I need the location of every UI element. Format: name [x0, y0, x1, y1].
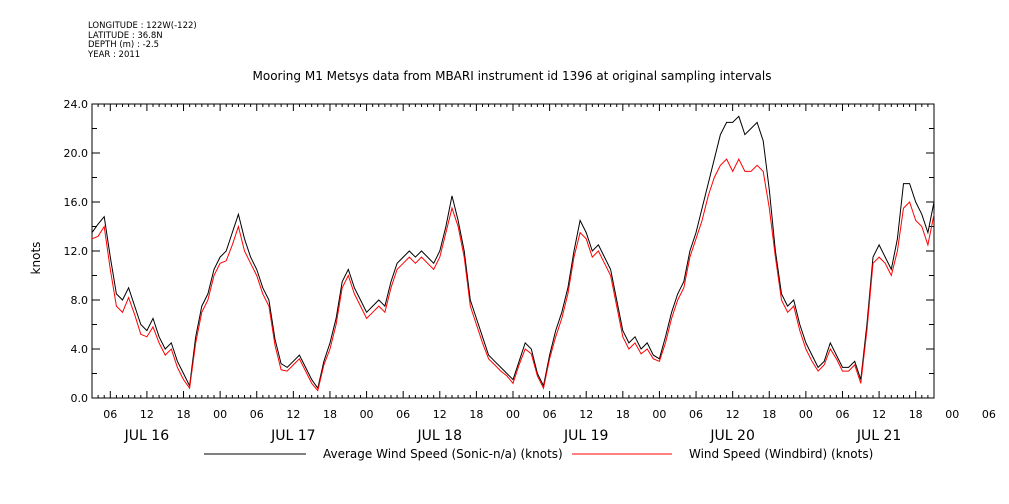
x-hour-label: 06	[250, 408, 264, 421]
legend-label: Wind Speed (Windbird) (knots)	[689, 447, 873, 461]
legend: Average Wind Speed (Sonic-n/a) (knots) Wi…	[204, 447, 873, 461]
longitude-label: LONGITUDE : 122W(-122)	[88, 21, 197, 31]
x-day-label: JUL 19	[563, 428, 608, 444]
x-hour-label: 06	[689, 408, 703, 421]
x-hour-label: 12	[140, 408, 154, 421]
x-hour-label: 06	[396, 408, 410, 421]
x-hour-label: 06	[103, 408, 117, 421]
x-hour-label: 00	[360, 408, 374, 421]
plot-frame	[91, 103, 935, 399]
x-hour-label: 18	[909, 408, 923, 421]
x-hour-label: 18	[323, 408, 337, 421]
x-hour-label: 18	[762, 408, 776, 421]
x-hour-label: 18	[469, 408, 483, 421]
y-tick-label: 8.0	[71, 294, 89, 307]
series-line-windbird-wind-speed	[91, 157, 935, 392]
y-tick-label: 0.0	[71, 392, 89, 405]
x-hour-label: 12	[433, 408, 447, 421]
legend-label: Average Wind Speed (Sonic-n/a) (knots)	[323, 447, 563, 461]
x-day-label: JUL 21	[856, 428, 901, 444]
depth-label: DEPTH (m) : -2.5	[88, 40, 160, 50]
x-hour-label: 12	[286, 408, 300, 421]
x-hour-label: 00	[945, 408, 959, 421]
axis-ticks: 0.0 4.0 8.0 12.0 16.0 20.0 24.0 06 12 18 00 06 12 18 0…	[64, 98, 996, 444]
x-hour-label: 00	[506, 408, 520, 421]
x-hour-label: 12	[872, 408, 886, 421]
x-hour-label: 06	[982, 408, 996, 421]
y-tick-label: 24.0	[64, 98, 89, 111]
station-metadata: LONGITUDE : 122W(-122) LATITUDE : 36.8N …	[88, 21, 197, 60]
x-hour-label: 12	[726, 408, 740, 421]
x-day-label: JUL 20	[709, 428, 754, 444]
chart-title: Mooring M1 Metsys data from MBARI instru…	[253, 69, 772, 83]
x-day-label: JUL 18	[417, 428, 462, 444]
y-tick-label: 4.0	[71, 343, 89, 356]
x-hour-label: 06	[543, 408, 557, 421]
year-label: YEAR : 2011	[88, 49, 141, 60]
y-tick-label: 12.0	[64, 245, 89, 258]
x-hour-label: 18	[616, 408, 630, 421]
x-day-label: JUL 16	[124, 428, 170, 444]
x-hour-label: 06	[835, 408, 849, 421]
y-tick-label: 20.0	[64, 147, 89, 160]
x-hour-label: 00	[213, 408, 227, 421]
latitude-label: LATITUDE : 36.8N	[88, 30, 163, 41]
x-hour-label: 00	[799, 408, 813, 421]
y-axis-label: knots	[29, 242, 43, 275]
x-day-label: JUL 17	[270, 428, 315, 444]
series-layer	[91, 115, 935, 392]
x-hour-label: 12	[579, 408, 593, 421]
x-hour-label: 00	[652, 408, 666, 421]
x-hour-label: 18	[177, 408, 191, 421]
series-line-average-wind-speed	[91, 115, 935, 390]
y-tick-label: 16.0	[64, 196, 89, 209]
